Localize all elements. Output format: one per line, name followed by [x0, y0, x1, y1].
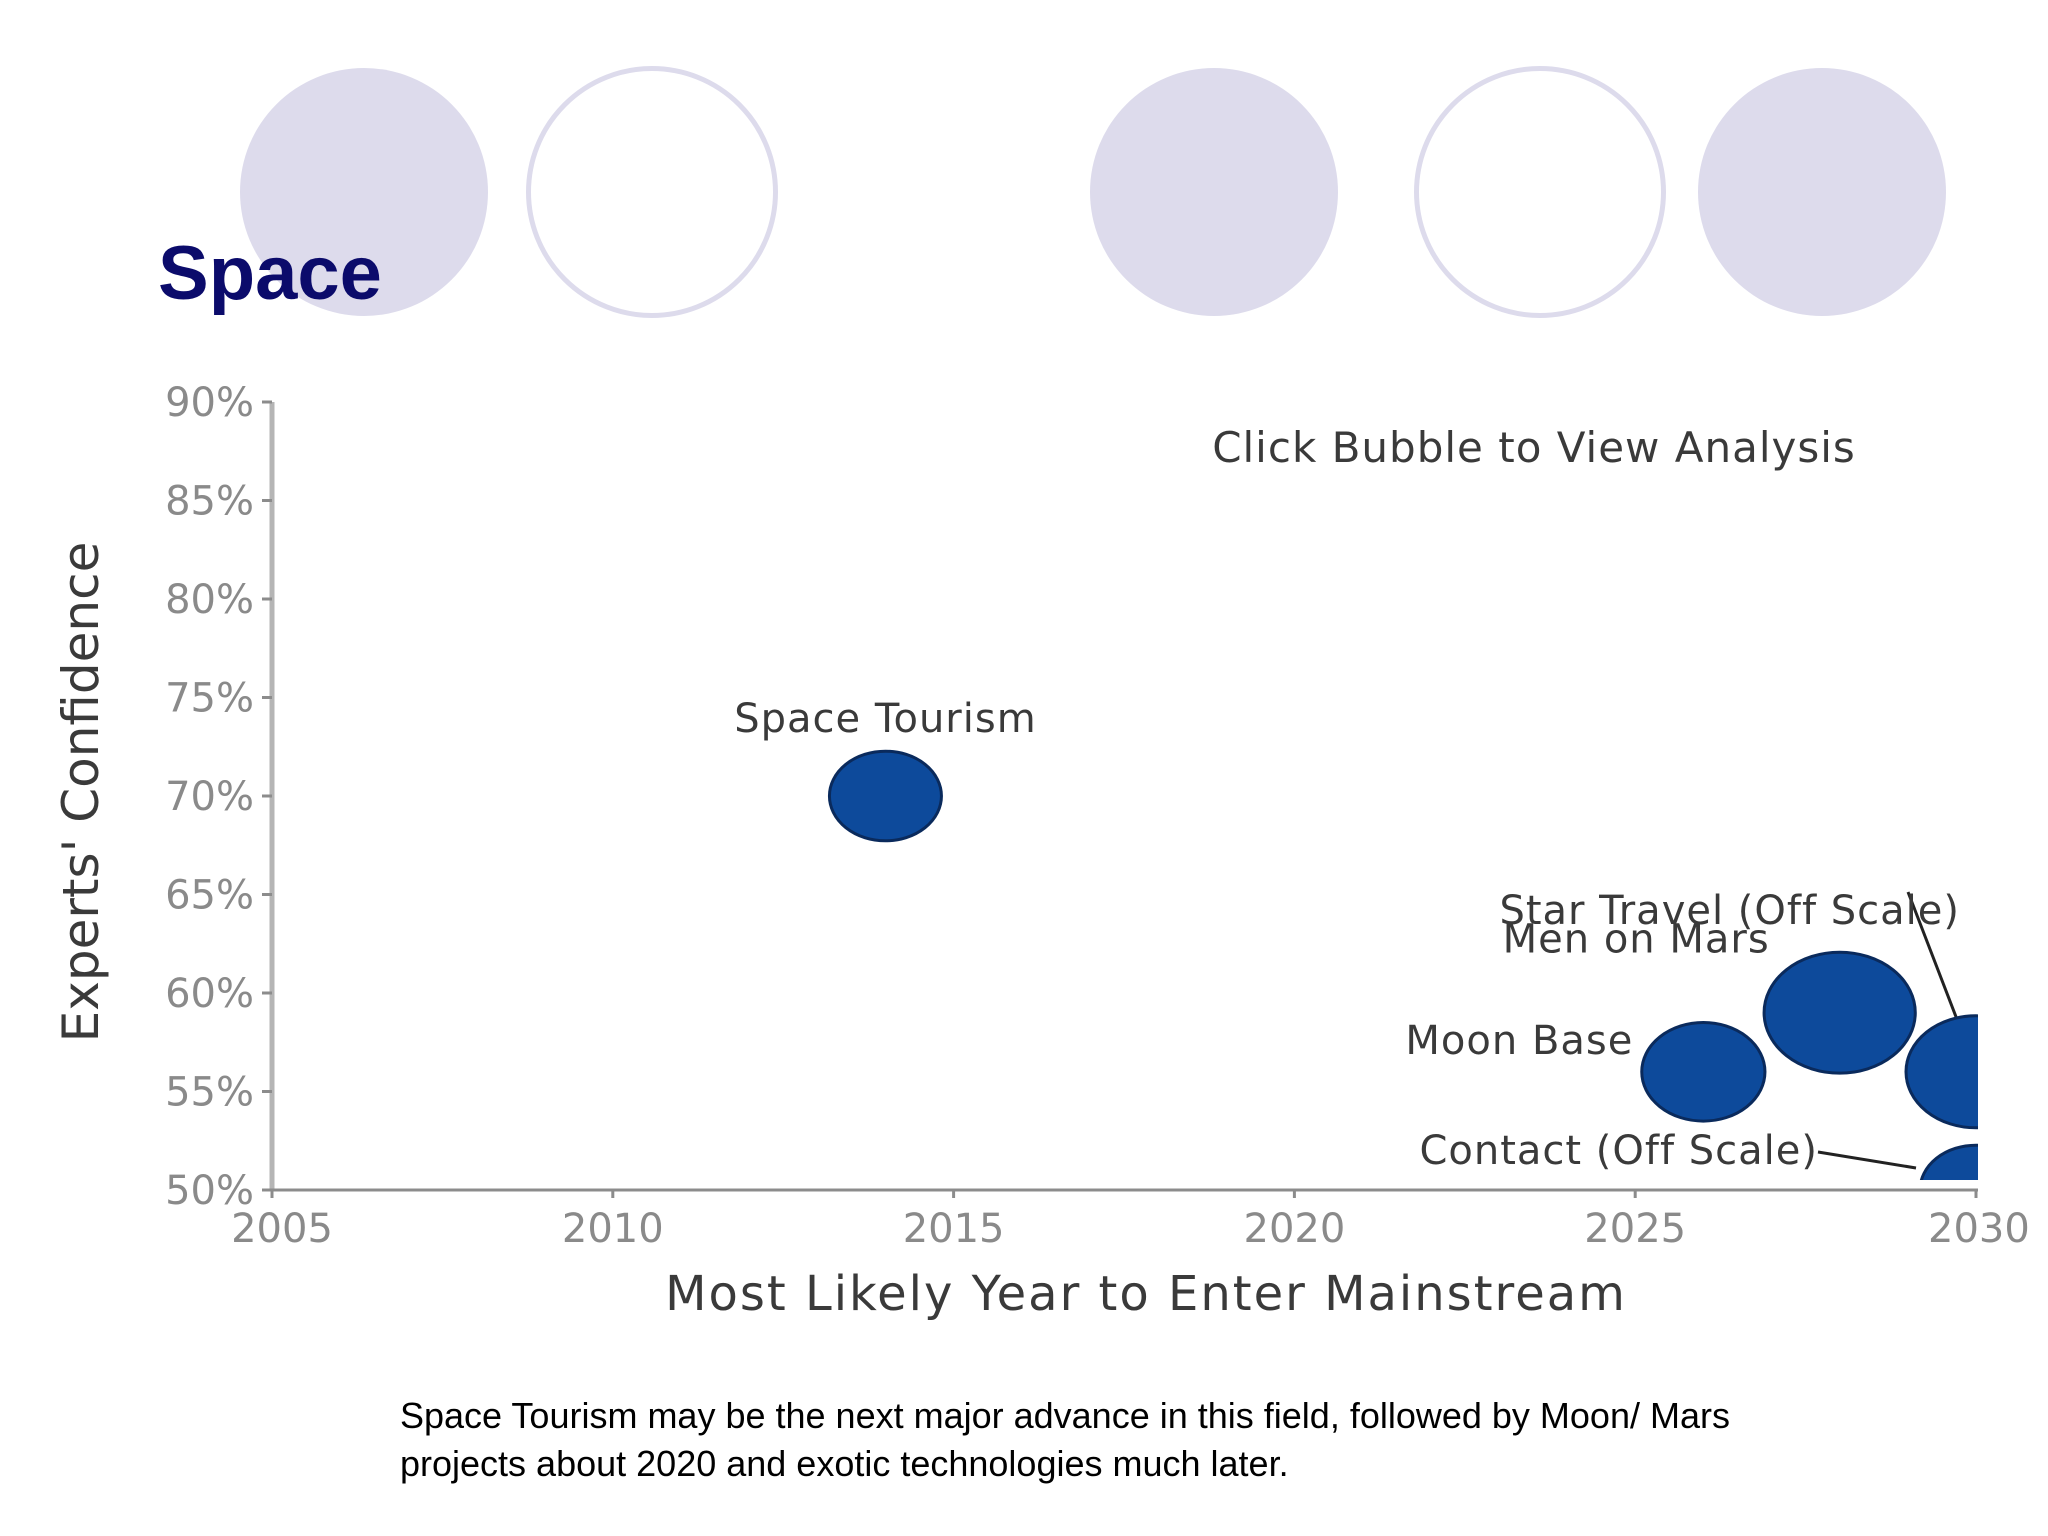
- point-label: Moon Base: [1405, 1018, 1633, 1064]
- y-tick-label: 65%: [165, 873, 254, 919]
- y-tick-label: 50%: [165, 1168, 254, 1214]
- point-label: Star Travel (Off Scale): [1499, 888, 1960, 934]
- bubble-men-on-mars[interactable]: [1762, 950, 1917, 1075]
- point-label: Contact (Off Scale): [1419, 1128, 1818, 1174]
- chart-annotation: Click Bubble to View Analysis: [1212, 423, 1856, 472]
- y-tick-label: 75%: [165, 676, 254, 722]
- bubble-space-tourism[interactable]: [827, 749, 943, 843]
- x-tick-label: 2020: [1244, 1206, 1346, 1252]
- y-tick-label: 70%: [165, 774, 254, 820]
- leader-line-contact: [1817, 1150, 1917, 1170]
- y-axis-ticks: 50% 55% 60% 65% 70% 75% 80% 85% 90%: [165, 380, 272, 1214]
- point-label: Space Tourism: [734, 696, 1036, 742]
- x-axis-label: Most Likely Year to Enter Mainstream: [665, 1266, 1627, 1322]
- decorative-circle-3: [1090, 68, 1338, 316]
- slide-caption: Space Tourism may be the next major adva…: [400, 1395, 1730, 1484]
- decorative-circle-5: [1698, 68, 1946, 316]
- y-tick-label: 60%: [165, 971, 254, 1017]
- decorative-circle-4: [1414, 66, 1666, 318]
- x-tick-label: 2025: [1584, 1206, 1686, 1252]
- decorative-circle-1: [240, 68, 488, 316]
- x-tick-label: 2010: [562, 1206, 664, 1252]
- leader-line-star-travel: [1906, 891, 1960, 1023]
- bubble-chart: 50% 55% 60% 65% 70% 75% 80% 85% 90% 2005 2010 2015…: [52, 380, 2046, 1322]
- x-tick-label: 2005: [231, 1206, 333, 1252]
- y-tick-label: 85%: [165, 479, 254, 525]
- slide-title: Space: [158, 231, 382, 316]
- x-tick-label: 2015: [903, 1206, 1005, 1252]
- point-label: Men on Mars: [1503, 917, 1770, 963]
- y-axis-label: Experts' Confidence: [52, 542, 110, 1043]
- bubble-moon-base[interactable]: [1640, 1021, 1767, 1123]
- y-tick-label: 90%: [165, 380, 254, 426]
- bubble-star-travel-off-scale[interactable]: [1904, 1014, 2046, 1130]
- decorative-circle-2: [526, 66, 778, 318]
- x-axis-ticks: 2005 2010 2015 2020 2025 2030: [231, 1190, 2030, 1252]
- y-tick-label: 55%: [165, 1070, 254, 1116]
- bubble-contact-off-scale[interactable]: [1919, 1143, 2032, 1235]
- y-tick-label: 80%: [165, 577, 254, 623]
- x-tick-label: 2030: [1928, 1206, 2030, 1252]
